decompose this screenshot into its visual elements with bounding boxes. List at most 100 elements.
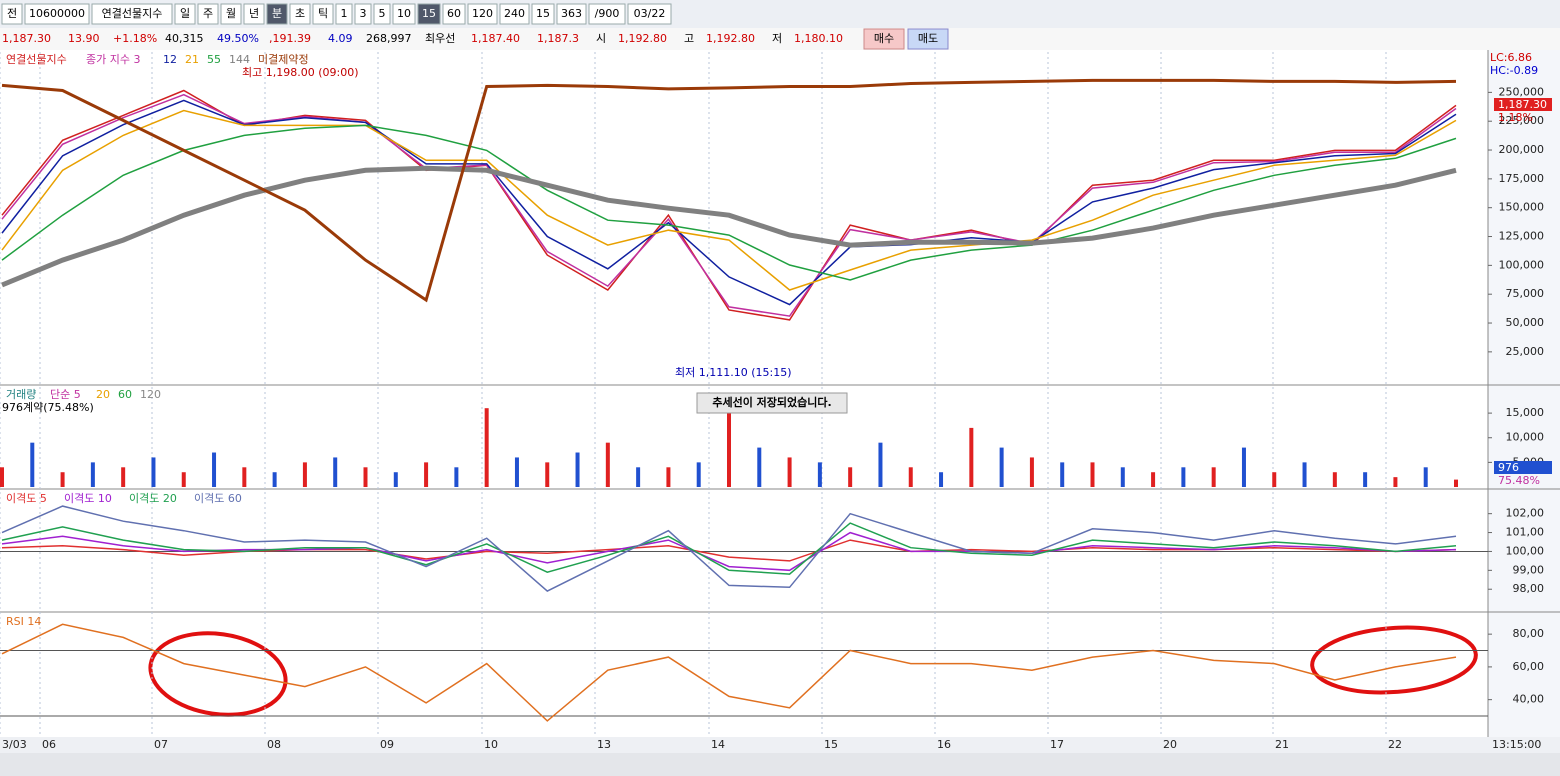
toolbar-label: 틱	[318, 7, 328, 20]
y-tick-label: 10,000	[1506, 431, 1545, 444]
legend-entry: 이격도 60	[194, 492, 242, 505]
quote-value: 1,192.80	[706, 32, 755, 45]
quote-value: 1,192.80	[618, 32, 667, 45]
toolbar-button[interactable]	[243, 3, 265, 25]
y-tick-label: 25,000	[1506, 345, 1545, 358]
toolbar-button[interactable]	[417, 3, 441, 25]
toolbar-button[interactable]	[266, 3, 288, 25]
volume-bar	[333, 457, 338, 487]
toolbar-button[interactable]	[1, 3, 23, 25]
legend-entry: 이격도 10	[64, 492, 112, 505]
volume-bar	[484, 408, 489, 487]
toolbar-label: 363	[561, 7, 582, 20]
x-time-label: 13:15:00	[1492, 738, 1541, 751]
toolbar-button[interactable]	[312, 3, 334, 25]
legend-entry: 미결제약정	[258, 52, 309, 66]
toolbar-button[interactable]	[499, 3, 530, 25]
volume-bar	[1090, 462, 1095, 487]
volume-bar	[1151, 472, 1156, 487]
volume-bar	[242, 467, 247, 487]
toolbar-button[interactable]	[392, 3, 416, 25]
sell-button[interactable]	[907, 28, 949, 50]
quote-value: +1.18%	[113, 32, 157, 45]
series-line	[1, 124, 1457, 281]
toolbar-button[interactable]	[197, 3, 219, 25]
x-tick-label: 16	[937, 738, 951, 751]
highlight-circle	[148, 631, 288, 717]
toolbar-button[interactable]	[91, 3, 173, 25]
y-tick-label: 75,000	[1506, 287, 1545, 300]
toolbar-button[interactable]	[220, 3, 242, 25]
volume-bar	[181, 472, 186, 487]
toolbar-button[interactable]	[289, 3, 311, 25]
y-tick-label: 125,000	[1499, 230, 1545, 243]
x-tick-label: 20	[1163, 738, 1177, 751]
toolbar-label: 60	[447, 7, 461, 20]
volume-bar	[696, 462, 701, 487]
toolbar-button[interactable]	[467, 3, 498, 25]
y-tick-label: 15,000	[1506, 406, 1545, 419]
legend-entry: 21	[185, 53, 199, 66]
volume-bar	[1241, 447, 1246, 487]
x-tick-label: 22	[1388, 738, 1402, 751]
y-tick-label: 40,00	[1513, 693, 1545, 706]
x-tick-label: 10	[484, 738, 498, 751]
toolbar-label: 전	[7, 7, 17, 20]
y-tick-label: 225,000	[1499, 114, 1545, 127]
quote-value: 저	[772, 32, 782, 45]
toolbar-button[interactable]	[588, 3, 626, 25]
volume-bar	[393, 472, 398, 487]
change-label: 1.18%	[1498, 111, 1533, 124]
legend-entry: 단순 5	[50, 388, 81, 401]
series-line	[1, 522, 1457, 575]
volume-bar	[302, 462, 307, 487]
series-line	[1, 93, 1457, 317]
y-tick-label: 102,00	[1506, 507, 1545, 520]
last-volume: 976	[1498, 461, 1519, 474]
volume-bar	[1211, 467, 1216, 487]
toolbar-button[interactable]	[354, 3, 372, 25]
last-price: 1,187.30	[1498, 98, 1547, 111]
toolbar-label: 10600000	[29, 7, 85, 20]
series-line	[1, 531, 1457, 572]
legend-entry: 12	[163, 53, 177, 66]
toolbar-label: 120	[472, 7, 493, 20]
last-volume-box	[1494, 461, 1552, 474]
volume-bar	[878, 442, 883, 487]
toolbar-label: 240	[504, 7, 525, 20]
volume-bar	[363, 467, 368, 487]
toolbar-button[interactable]	[335, 3, 353, 25]
quote-value: 4.09	[328, 32, 353, 45]
series-line	[1, 165, 1457, 288]
quote-value: 고	[684, 32, 694, 45]
high-label: 최고 1,198.00 (09:00)	[242, 66, 359, 79]
toolbar-button[interactable]	[373, 3, 391, 25]
volume-bar	[999, 447, 1004, 487]
volume-bar	[908, 467, 913, 487]
toolbar-button[interactable]	[442, 3, 466, 25]
legend-entry: 144	[229, 53, 250, 66]
low-label: 최저 1,111.10 (15:15)	[675, 366, 792, 379]
toolbar-label: 03/22	[634, 7, 666, 20]
volume-bar	[212, 452, 217, 487]
buy-button[interactable]	[863, 28, 905, 50]
legend-entry: 55	[207, 53, 221, 66]
ratio-label: 75.48%	[1498, 474, 1540, 487]
volume-bar	[121, 467, 126, 487]
lc-label: LC:6.86	[1490, 51, 1532, 64]
x-tick-label: 09	[380, 738, 394, 751]
toolbar-button[interactable]	[556, 3, 587, 25]
toolbar-button[interactable]	[174, 3, 196, 25]
x-tick-label: 3/03	[2, 738, 27, 751]
toolbar-label: 년	[249, 7, 259, 20]
last-price-box	[1494, 98, 1552, 111]
x-tick-label: 14	[711, 738, 725, 751]
volume-bar	[1181, 467, 1186, 487]
volume-bar	[1454, 479, 1458, 487]
volume-bar	[1393, 477, 1398, 487]
toolbar-button[interactable]	[627, 3, 672, 25]
x-tick-label: 13	[597, 738, 611, 751]
toolbar-button[interactable]	[531, 3, 555, 25]
toolbar-button[interactable]	[24, 3, 90, 25]
